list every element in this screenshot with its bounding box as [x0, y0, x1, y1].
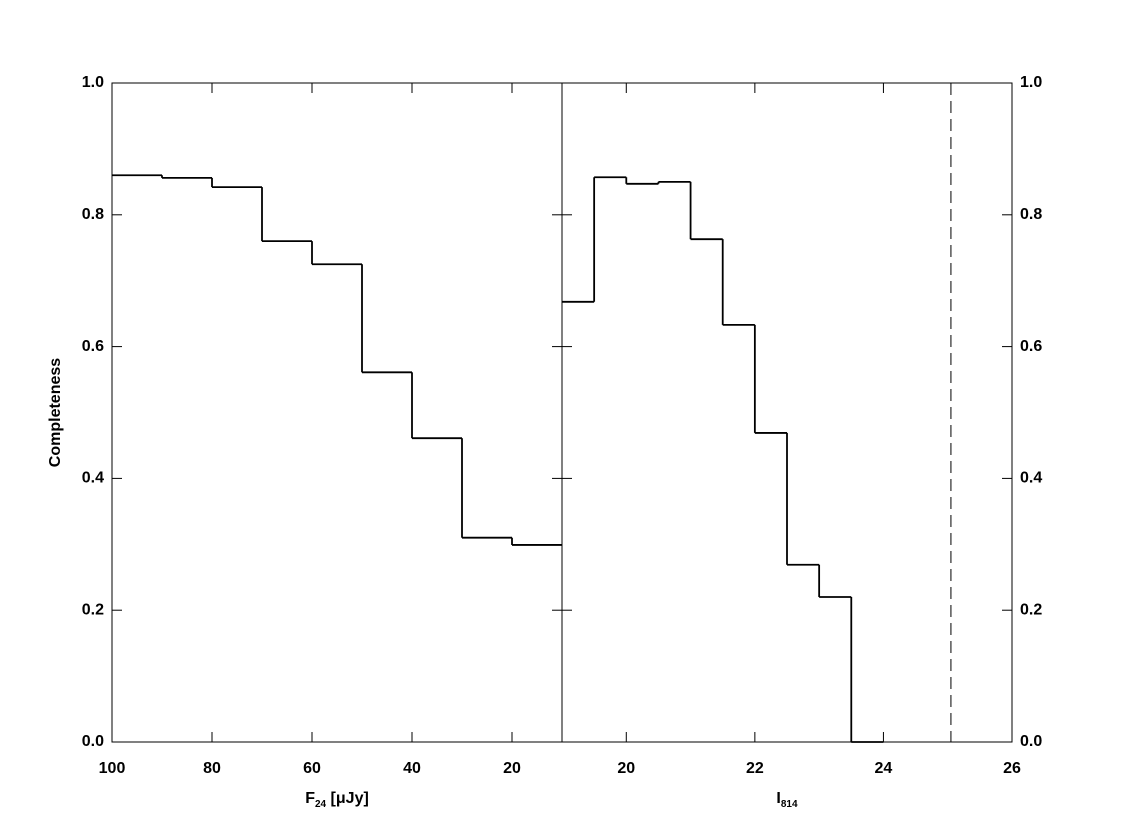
y-tick-label: 0.8 [1020, 206, 1042, 223]
x-tick-label: 20 [617, 760, 635, 777]
x-axis-label-part: [μJy] [326, 790, 369, 807]
plot-frame [561, 82, 1013, 743]
x-axis-label-part: I [776, 790, 780, 807]
plot-frame [111, 82, 563, 743]
y-tick-label: 0.0 [82, 733, 104, 750]
y-tick-label: 0.0 [1020, 733, 1042, 750]
y-tick-label: 1.0 [1020, 74, 1042, 91]
y-tick-label: 0.4 [82, 470, 104, 487]
x-tick-label: 40 [403, 760, 421, 777]
x-axis-label: I814 [776, 790, 798, 809]
x-axis-label-part: 814 [781, 799, 798, 810]
y-tick-label: 0.2 [82, 601, 104, 618]
y-tick-label: 0.4 [1020, 470, 1042, 487]
x-tick-label: 26 [1003, 760, 1021, 777]
x-tick-label: 80 [203, 760, 221, 777]
x-tick-label: 100 [99, 760, 126, 777]
x-axis-label: F24 [μJy] [305, 790, 369, 809]
y-tick-label: 0.2 [1020, 601, 1042, 618]
x-tick-label: 24 [875, 760, 893, 777]
y-axis-label: Completeness [47, 358, 64, 467]
x-axis-label-part: 24 [315, 799, 327, 810]
x-tick-label: 60 [303, 760, 321, 777]
y-tick-label: 0.6 [1020, 338, 1042, 355]
y-tick-label: 0.6 [82, 338, 104, 355]
y-tick-label: 0.8 [82, 206, 104, 223]
y-tick-label: 1.0 [82, 74, 104, 91]
x-tick-label: 22 [746, 760, 764, 777]
x-tick-label: 20 [503, 760, 521, 777]
x-axis-label-part: F [305, 790, 315, 807]
